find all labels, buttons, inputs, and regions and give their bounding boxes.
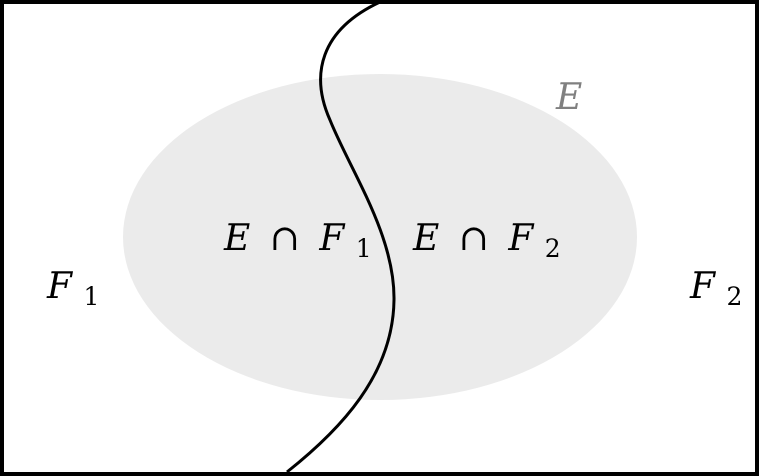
event-e-region [123, 74, 637, 400]
intersection-e-f1-base: F [318, 218, 346, 259]
partition-f1-label: F 1 [46, 266, 99, 311]
intersection-e-f1-op: ∩ [270, 218, 300, 259]
intersection-e-f1-sub: 1 [356, 234, 372, 263]
intersection-e-f2-sub: 2 [545, 234, 561, 263]
intersection-e-f2-label: E ∩ F 2 [412, 218, 561, 263]
intersection-e-f1-left: E [223, 218, 250, 259]
partition-f1-sub: 1 [83, 282, 99, 311]
intersection-e-f2-base: F [507, 218, 535, 259]
intersection-e-f1-label: E ∩ F 1 [223, 218, 372, 263]
partition-f2-base: F [689, 266, 717, 307]
partition-f2-sub: 2 [726, 282, 742, 311]
intersection-e-f2-left: E [412, 218, 439, 259]
event-e-label: E [555, 77, 582, 118]
partition-f1-base: F [46, 266, 74, 307]
partition-f2-label: F 2 [689, 266, 742, 311]
partition-divider-curve [286, 0, 396, 474]
intersection-e-f2-op: ∩ [459, 218, 489, 259]
